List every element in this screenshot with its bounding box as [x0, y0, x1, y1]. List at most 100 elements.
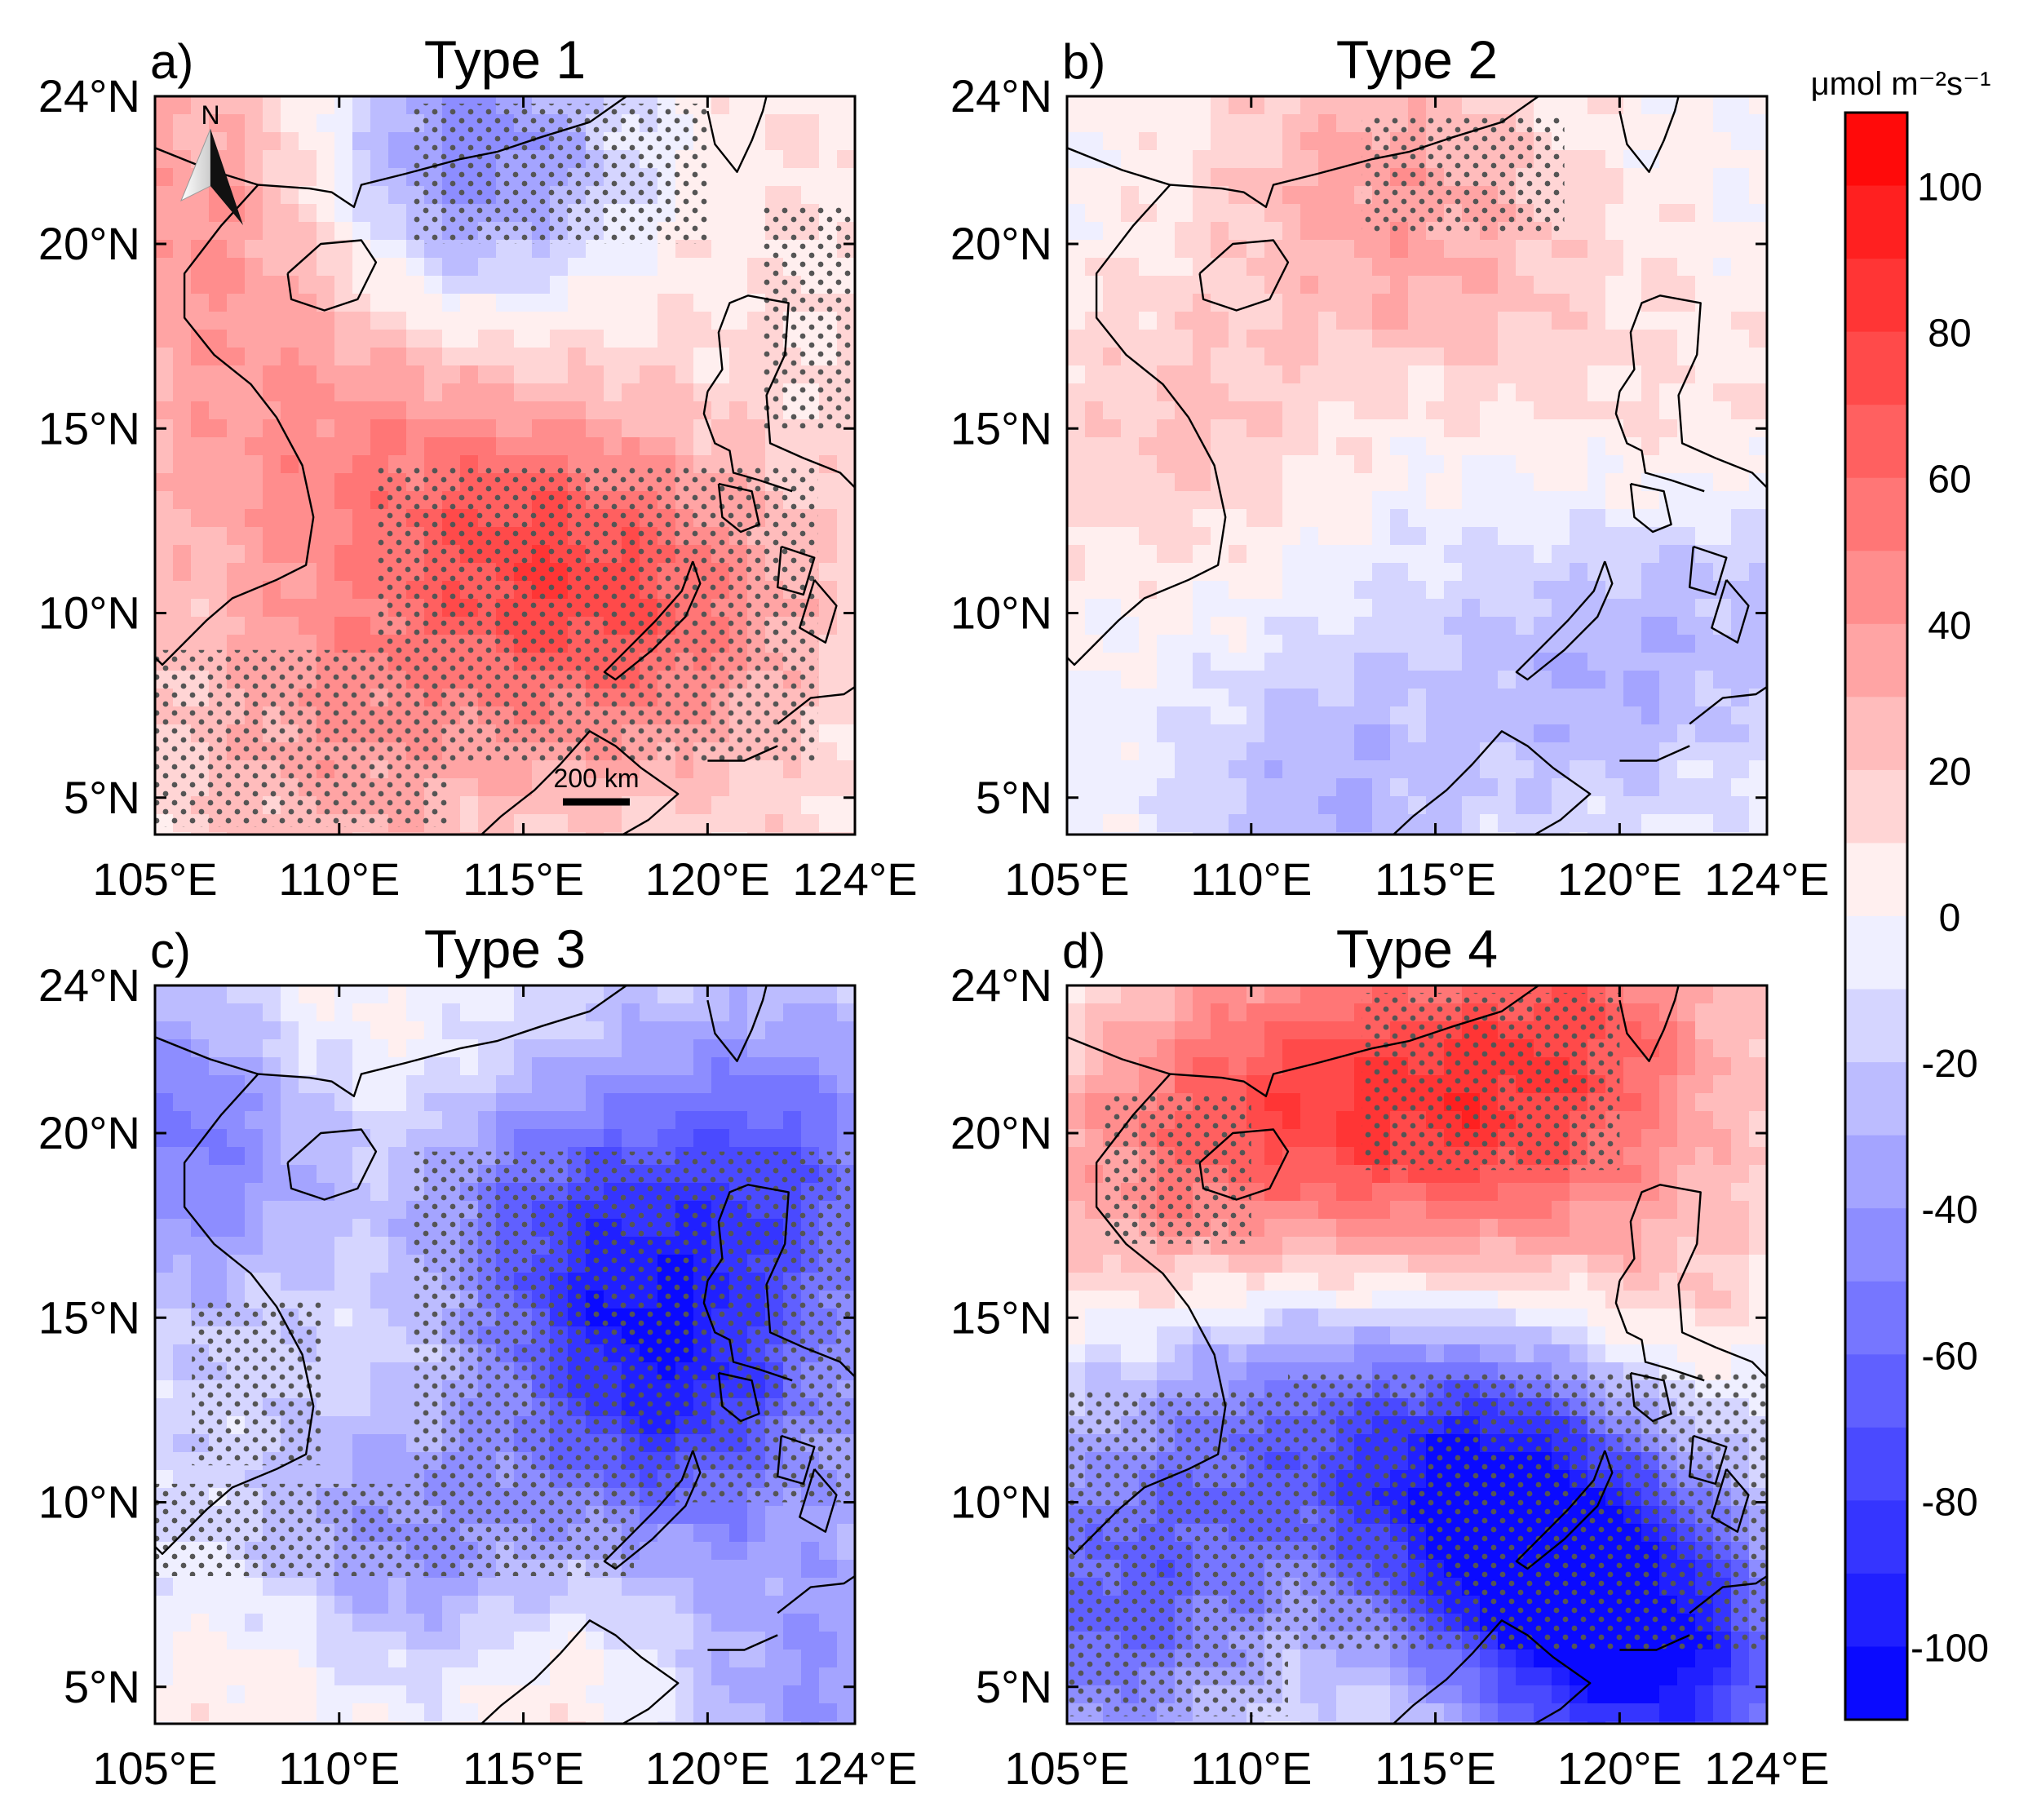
- field-cell: [460, 437, 479, 456]
- field-cell: [1498, 760, 1517, 779]
- field-cell: [317, 312, 335, 330]
- field-cell: [424, 1703, 443, 1722]
- field-cell: [640, 419, 658, 438]
- field-cell: [460, 1075, 479, 1094]
- field-cell: [1695, 365, 1714, 384]
- field-cell: [1587, 689, 1606, 707]
- field-cell: [424, 985, 443, 1004]
- field-cell: [263, 635, 281, 653]
- field-cell: [352, 473, 371, 492]
- field-cell: [1372, 760, 1391, 779]
- field-cell: [370, 114, 389, 133]
- field-cell: [1390, 671, 1409, 689]
- field-cell: [693, 814, 712, 833]
- field-cell: [622, 276, 640, 294]
- field-cell: [191, 401, 210, 420]
- field-cell: [568, 312, 587, 330]
- field-cell: [622, 1596, 640, 1614]
- field-cell: [1067, 96, 1086, 115]
- field-cell: [1318, 258, 1337, 277]
- field-cell: [837, 1075, 855, 1094]
- field-cell: [1282, 635, 1301, 653]
- field-cell: [1641, 545, 1660, 564]
- field-cell: [1587, 383, 1606, 402]
- field-cell: [1390, 563, 1409, 582]
- field-cell: [352, 1111, 371, 1130]
- field-cell: [317, 1147, 335, 1166]
- field-cell: [245, 1021, 263, 1040]
- field-cell: [586, 240, 604, 259]
- field-cell: [1659, 150, 1678, 169]
- field-cell: [1623, 96, 1642, 115]
- field-cell: [1462, 581, 1481, 600]
- field-cell: [1067, 635, 1086, 653]
- field-cell: [1605, 276, 1624, 294]
- field-cell: [1264, 635, 1283, 653]
- field-cell: [1408, 706, 1427, 725]
- field-cell: [1193, 653, 1211, 671]
- field-cell: [604, 1703, 622, 1722]
- field-cell: [819, 742, 838, 761]
- field-cell: [1067, 168, 1086, 187]
- field-cell: [352, 204, 371, 223]
- field-cell: [388, 150, 407, 169]
- field-cell: [1749, 222, 1767, 241]
- field-cell: [675, 258, 694, 277]
- field-cell: [747, 401, 766, 420]
- field-cell: [675, 365, 694, 384]
- field-cell: [1390, 437, 1409, 456]
- field-cell: [245, 276, 263, 294]
- field-cell: [191, 114, 210, 133]
- field-cell: [837, 509, 855, 528]
- field-cell: [424, 437, 443, 456]
- field-cell: [1534, 258, 1552, 277]
- field-cell: [1516, 276, 1534, 294]
- field-cell: [837, 814, 855, 833]
- field-cell: [155, 365, 174, 384]
- field-cell: [1336, 132, 1355, 151]
- field-cell: [227, 114, 246, 133]
- field-cell: [334, 1309, 353, 1327]
- field-cell: [173, 1219, 192, 1238]
- field-cell: [640, 294, 658, 312]
- field-cell: [1157, 545, 1176, 564]
- field-cell: [1426, 527, 1445, 546]
- field-cell: [281, 401, 299, 420]
- field-cell: [209, 985, 228, 1004]
- field-cell: [1103, 114, 1122, 133]
- field-cell: [173, 509, 192, 528]
- field-cell: [1085, 96, 1104, 115]
- field-cell: [317, 186, 335, 205]
- field-cell: [1372, 706, 1391, 725]
- field-cell: [1103, 581, 1122, 600]
- field-cell: [1695, 186, 1714, 205]
- field-cell: [819, 778, 838, 797]
- field-cell: [1157, 258, 1176, 277]
- field-cell: [317, 527, 335, 546]
- field-cell: [586, 294, 604, 312]
- field-cell: [1175, 276, 1193, 294]
- field-cell: [191, 1147, 210, 1166]
- field-cell: [155, 1291, 174, 1309]
- field-cell: [442, 1021, 461, 1040]
- field-cell: [640, 437, 658, 456]
- field-cell: [675, 1650, 694, 1668]
- field-cell: [370, 348, 389, 366]
- field-cell: [1103, 312, 1122, 330]
- field-cell: [1426, 671, 1445, 689]
- field-cell: [191, 1237, 210, 1255]
- field-cell: [1444, 437, 1463, 456]
- field-cell: [747, 1685, 766, 1704]
- field-cell: [191, 985, 210, 1004]
- field-cell: [1211, 222, 1229, 241]
- field-cell: [1426, 437, 1445, 456]
- field-cell: [514, 1003, 533, 1022]
- field-cell: [352, 1578, 371, 1596]
- field-cell: [299, 1057, 317, 1076]
- field-cell: [1623, 383, 1642, 402]
- field-cell: [173, 1183, 192, 1202]
- field-cell: [1623, 724, 1642, 743]
- field-cell: [1587, 365, 1606, 384]
- field-cell: [1067, 240, 1086, 259]
- field-cell: [1552, 276, 1570, 294]
